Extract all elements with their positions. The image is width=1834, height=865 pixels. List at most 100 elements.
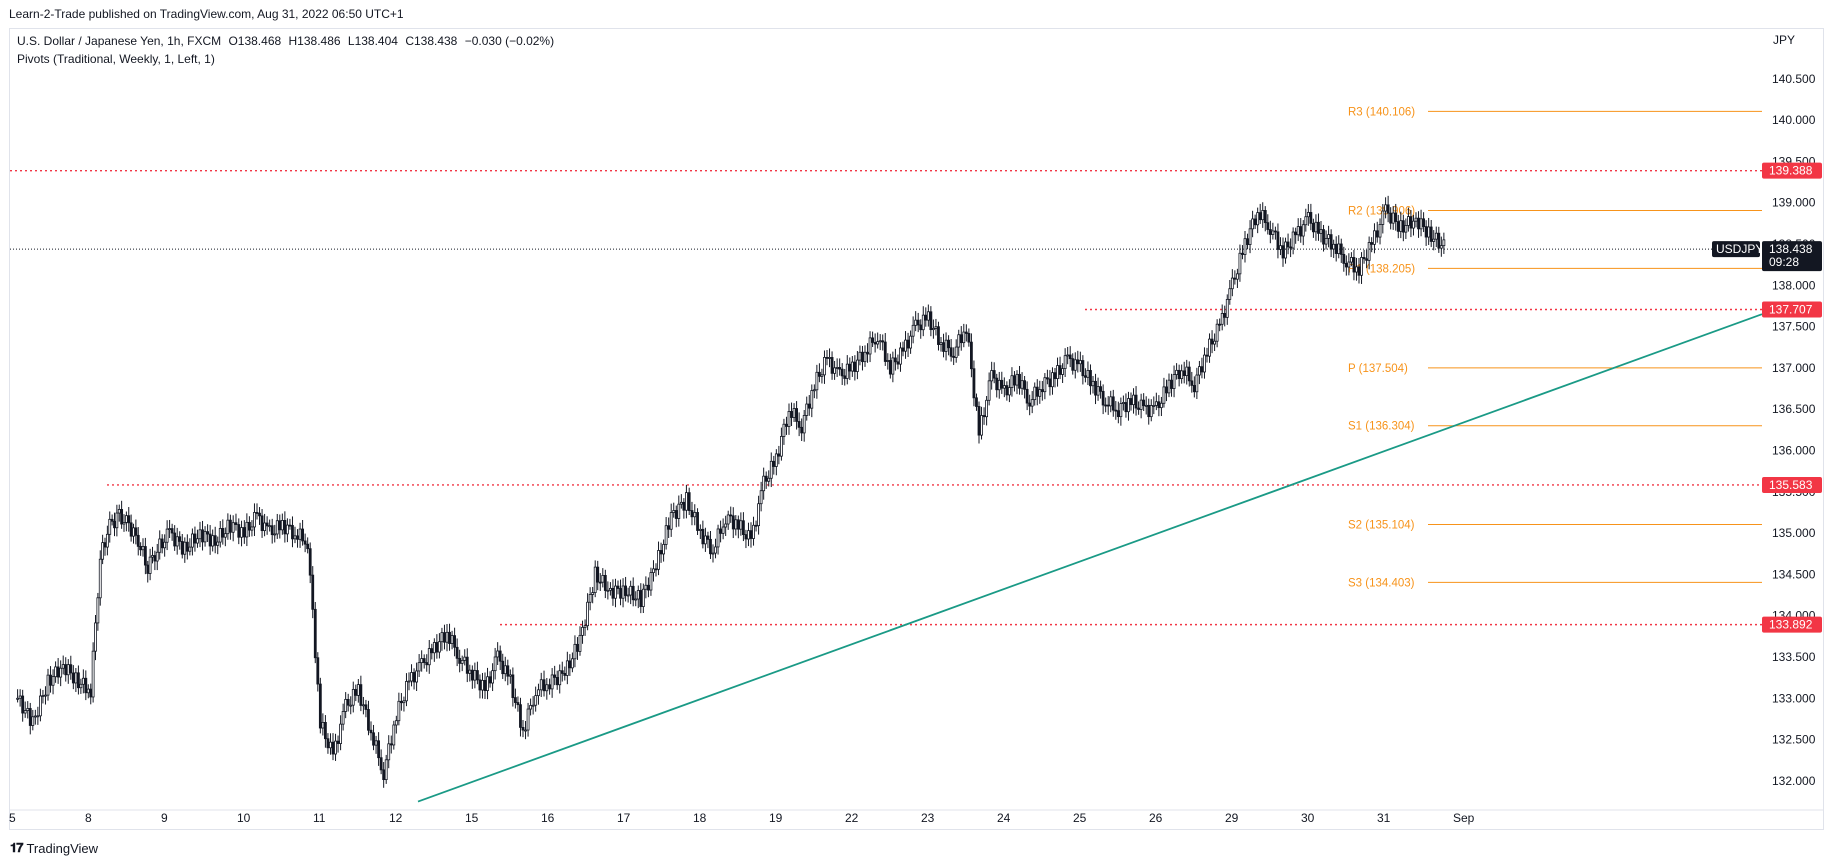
- candle-body: [1238, 252, 1242, 275]
- candle-body: [734, 519, 738, 530]
- level-price-label: 133.892: [1769, 618, 1813, 632]
- candle-body: [163, 541, 167, 549]
- candle-body: [757, 503, 760, 527]
- candle-body: [318, 683, 322, 729]
- candle-body: [288, 524, 292, 527]
- y-tick-label: 134.500: [1772, 567, 1816, 581]
- candle-body: [944, 339, 948, 352]
- tradingview-brand[interactable]: 𝟏𝟕 TradingView: [10, 840, 98, 856]
- candle-body: [1035, 386, 1039, 397]
- candle-body: [1078, 360, 1082, 365]
- candle-body: [168, 528, 172, 530]
- candle-body: [435, 642, 439, 653]
- candle-body: [1040, 389, 1044, 393]
- candle-body: [1180, 370, 1184, 380]
- candle-body: [1030, 399, 1034, 407]
- candle-body: [361, 704, 365, 707]
- candle-body: [529, 705, 532, 710]
- candle-body: [830, 357, 834, 374]
- candle-body: [486, 676, 489, 692]
- x-tick-label: 16: [541, 811, 555, 825]
- candle-body: [1023, 380, 1026, 390]
- candle-body: [876, 341, 880, 345]
- candle-body: [326, 738, 330, 749]
- indicator-legend[interactable]: Pivots (Traditional, Weekly, 1, Left, 1): [17, 52, 215, 66]
- candle-body: [873, 342, 877, 345]
- candle-body: [1124, 402, 1128, 413]
- candle-body: [565, 660, 569, 676]
- candle-body: [468, 669, 472, 674]
- candle-body: [108, 518, 112, 535]
- candle-body: [354, 689, 358, 696]
- candle-body: [1134, 394, 1138, 409]
- candle-body: [336, 740, 340, 744]
- candle-body: [110, 518, 114, 522]
- candle-body: [31, 716, 35, 726]
- candle-body: [231, 522, 235, 533]
- candle-body: [815, 371, 819, 391]
- x-tick-label: Sep: [1453, 811, 1475, 825]
- candle-body: [389, 743, 393, 746]
- candle-body: [160, 538, 164, 549]
- candle-body: [1028, 402, 1032, 407]
- candle-body: [774, 453, 778, 467]
- candle-body: [909, 335, 912, 349]
- candle-body: [899, 347, 902, 365]
- pivot-label: P (137.504): [1348, 363, 1408, 375]
- candle-body: [122, 522, 126, 525]
- candle-body: [997, 379, 1001, 391]
- candle-body: [1344, 262, 1348, 268]
- candle-body: [647, 584, 650, 591]
- candle-body: [201, 529, 204, 543]
- candle-body: [1076, 359, 1080, 365]
- candle-body: [729, 514, 733, 517]
- candle-body: [129, 522, 133, 537]
- candle-body: [1010, 375, 1014, 388]
- candle-body: [491, 670, 495, 684]
- candle-body: [185, 541, 189, 552]
- candle-body: [962, 331, 966, 344]
- candle-body: [581, 626, 584, 636]
- x-tick-label: 5: [9, 811, 16, 825]
- symbol-title[interactable]: U.S. Dollar / Japanese Yen, 1h, FXCM: [17, 34, 222, 48]
- candle-body: [636, 590, 640, 600]
- candle-body: [987, 380, 991, 401]
- candle-body: [208, 533, 212, 547]
- candle-body: [1094, 380, 1097, 396]
- x-tick-label: 23: [921, 811, 935, 825]
- candle-body: [1332, 243, 1336, 250]
- candle-body: [1104, 404, 1108, 407]
- candle-body: [1342, 253, 1346, 264]
- candle-body: [470, 669, 474, 681]
- candle-body: [402, 700, 406, 704]
- candle-body: [117, 509, 121, 514]
- candle-body: [1025, 388, 1029, 404]
- candle-body: [932, 328, 935, 331]
- candle-body: [690, 510, 694, 518]
- trendline: [417, 313, 1763, 803]
- candle-body: [736, 519, 740, 530]
- symbol-badge: [1712, 241, 1760, 258]
- candle-body: [1198, 366, 1201, 376]
- candle-body: [508, 674, 512, 677]
- candle-body: [861, 351, 864, 363]
- candle-body: [49, 674, 52, 686]
- candle-body: [614, 585, 617, 599]
- candle-body: [769, 460, 773, 479]
- candle-body: [339, 723, 343, 744]
- candle-body: [155, 551, 159, 562]
- candle-body: [430, 648, 434, 654]
- candle-body: [1182, 370, 1186, 377]
- candle-body: [1439, 245, 1443, 249]
- candle-body: [132, 527, 135, 537]
- candle-body: [1317, 221, 1320, 234]
- candle-body: [473, 670, 477, 681]
- symbol-legend: U.S. Dollar / Japanese Yen, 1h, FXCM O13…: [17, 34, 558, 48]
- candle-body: [863, 351, 867, 363]
- candle-body: [1119, 403, 1123, 418]
- candle-body: [1157, 401, 1161, 409]
- candle-body: [51, 676, 55, 686]
- candle-body: [1053, 372, 1057, 380]
- candle-body: [706, 535, 710, 540]
